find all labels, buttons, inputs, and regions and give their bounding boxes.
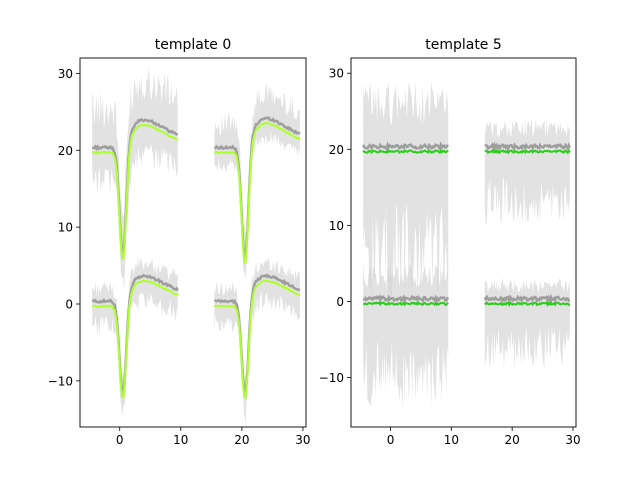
template-line-channel-0 [362, 148, 449, 155]
y-tick-label: −10 [48, 374, 73, 388]
axes-frame [79, 57, 307, 428]
mean-line-channel-3 [483, 293, 570, 305]
x-tick-label: 0 [387, 433, 395, 447]
template-line-channel-2 [91, 279, 179, 399]
mean-line-channel-0 [91, 118, 179, 255]
template-line-channel-2 [362, 301, 449, 307]
template-line-channel-0 [92, 123, 179, 260]
y-tick-label: 10 [58, 221, 73, 235]
x-tick-label: 20 [234, 433, 249, 447]
template-line-channel-1 [214, 122, 301, 264]
x-tick-label: 30 [295, 433, 310, 447]
y-tick-label: 20 [58, 144, 73, 158]
x-tick-label: 10 [173, 433, 188, 447]
template-line-channel-3 [214, 279, 301, 401]
x-tick-label: 30 [565, 433, 580, 447]
y-tick-label: 30 [329, 67, 344, 81]
mean-line-channel-1 [214, 116, 301, 259]
plot-template-0: 0 10 20 30 −10 0 10 20 30 template 0 [48, 37, 311, 447]
axes-frame [350, 57, 577, 428]
y-tick-label: 20 [329, 143, 344, 157]
y-tick-label: 30 [58, 67, 73, 81]
y-tick-label: 0 [336, 295, 344, 309]
x-tick-label: 10 [444, 433, 459, 447]
y-tick-label: 0 [65, 298, 73, 312]
template-line-channel-3 [484, 300, 570, 307]
plot-template-5: 0 10 20 30 −10 0 10 20 30 template 5 [319, 37, 581, 447]
range-band-channel-3 [214, 257, 300, 426]
y-tick-label: 10 [329, 219, 344, 233]
template-line-channel-1 [484, 148, 571, 155]
range-band-channel-1 [214, 84, 300, 280]
range-band-channel-2 [92, 257, 178, 418]
y-tick-label: −10 [319, 371, 344, 385]
x-tick-label: 20 [505, 433, 520, 447]
chart-title: template 5 [425, 37, 502, 53]
mean-line-channel-3 [214, 273, 301, 397]
x-tick-label: 0 [116, 433, 124, 447]
mean-line-channel-1 [484, 141, 572, 152]
chart-title: template 0 [155, 37, 232, 53]
mean-line-channel-0 [362, 141, 449, 152]
mean-line-channel-2 [362, 294, 450, 304]
mean-line-channel-2 [91, 273, 179, 395]
range-band-channel-0 [363, 81, 449, 302]
